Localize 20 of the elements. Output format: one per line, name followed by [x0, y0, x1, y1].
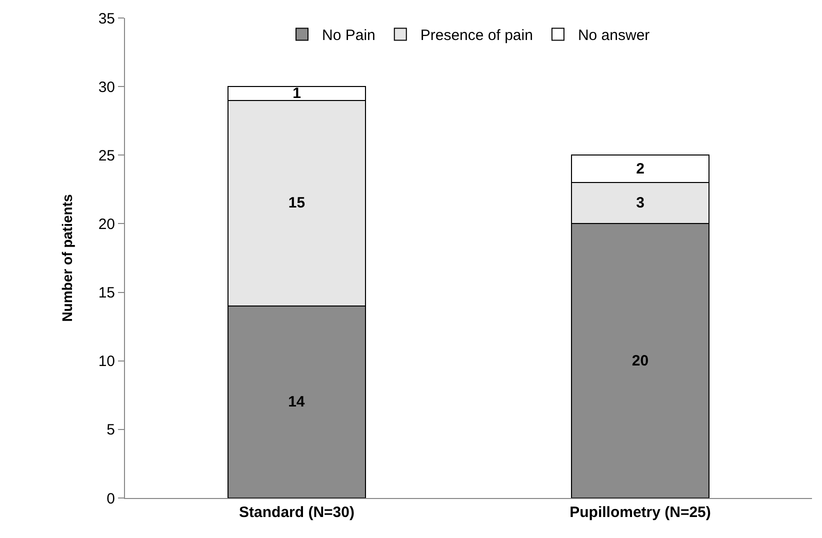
- legend-label: Presence of pain: [420, 27, 533, 44]
- data-label: 2: [636, 160, 644, 178]
- data-label: 1: [292, 84, 301, 102]
- y-tick-label: 20: [98, 216, 115, 233]
- y-tick-label: 15: [98, 284, 115, 302]
- x-tick-label: Pupillometry (N=25): [570, 504, 711, 521]
- y-axis-title: Number of patients: [58, 194, 75, 322]
- y-tick-label: 5: [106, 422, 115, 439]
- data-label: 20: [632, 352, 649, 370]
- legend-label: No Pain: [322, 27, 376, 44]
- data-label: 3: [636, 194, 644, 212]
- y-tick-label: 30: [98, 78, 115, 96]
- x-tick-label: Standard (N=30): [239, 504, 354, 521]
- y-tick-label: 10: [98, 353, 115, 370]
- y-tick-label: 0: [106, 490, 115, 508]
- y-tick-label: 35: [98, 10, 115, 28]
- data-label: 15: [288, 194, 306, 212]
- data-label: 14: [288, 394, 306, 410]
- y-tick-label: 25: [98, 147, 115, 164]
- legend-label: No answer: [578, 27, 650, 44]
